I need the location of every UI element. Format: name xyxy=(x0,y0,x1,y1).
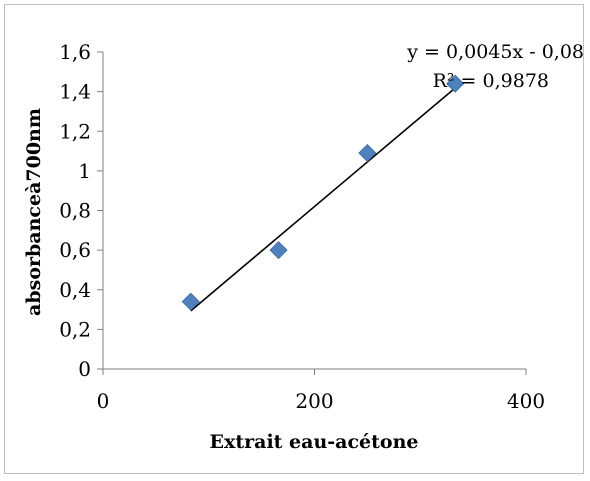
y-tick-label: 0,2 xyxy=(59,317,91,341)
y-tick-label: 1,6 xyxy=(59,40,91,64)
x-tick-label: 200 xyxy=(295,389,333,413)
x-axis-title: Extrait eau-acétone xyxy=(210,431,419,453)
r-squared-label: R² = 0,9878 xyxy=(433,70,549,92)
data-points xyxy=(181,74,465,311)
trendline xyxy=(190,87,456,312)
y-tick-label: 1,4 xyxy=(59,80,91,104)
y-tick-label: 1,2 xyxy=(59,119,91,143)
data-point xyxy=(269,241,288,260)
y-tick-label: 1 xyxy=(78,159,91,183)
x-tick-label: 400 xyxy=(507,389,545,413)
y-tick-label: 0 xyxy=(78,357,91,381)
x-axis-ticks: 0 200 400 xyxy=(97,369,545,413)
y-tick-label: 0,4 xyxy=(59,278,91,302)
y-axis-ticks: 0 0,2 0,4 0,6 0,8 1 1,2 1,4 1,6 xyxy=(59,40,103,381)
data-point xyxy=(358,143,377,163)
y-tick-label: 0,8 xyxy=(59,199,91,223)
data-point xyxy=(181,292,200,311)
x-tick-label: 0 xyxy=(97,389,110,413)
chart-frame xyxy=(4,4,584,474)
data-point xyxy=(446,74,465,93)
y-axis-title: absorbanceà700nm xyxy=(23,108,45,316)
y-tick-label: 0,6 xyxy=(59,238,91,262)
trendline-equation: y = 0,0045x - 0,08 xyxy=(406,41,584,63)
